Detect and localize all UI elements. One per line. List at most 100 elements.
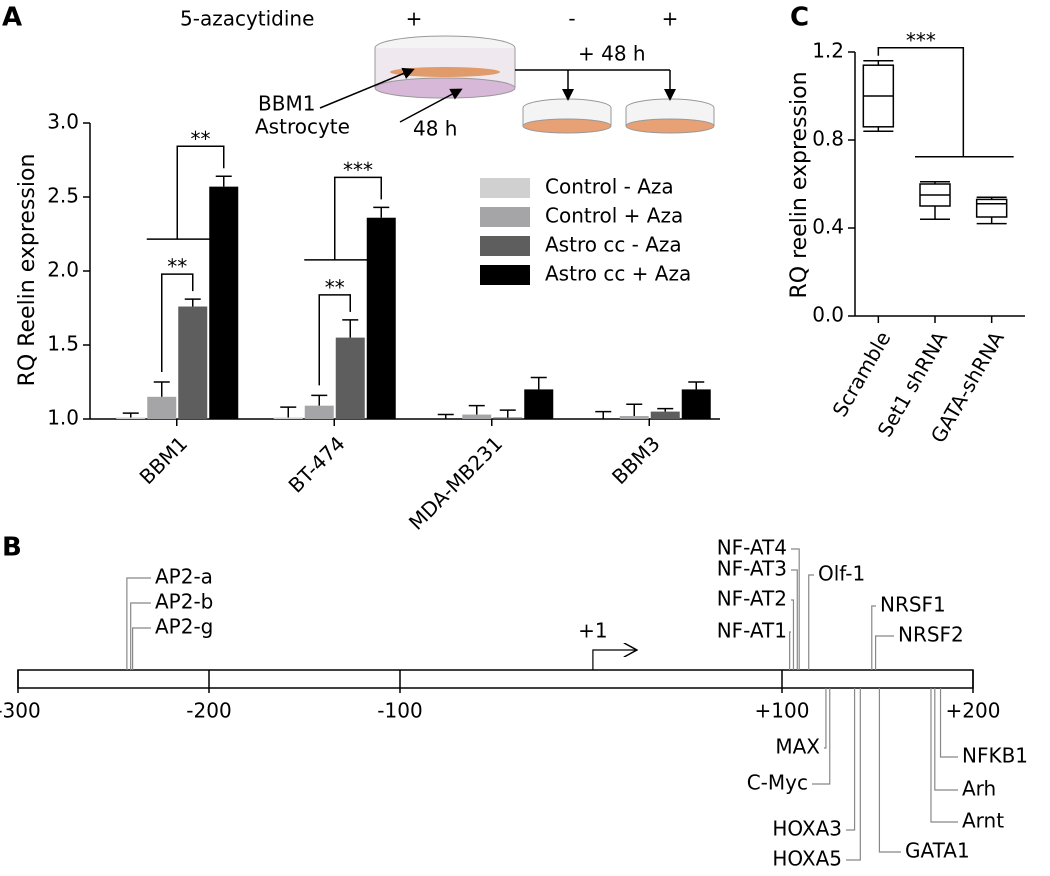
site-line [846,688,861,861]
bar [524,389,554,419]
site-line [871,605,876,670]
time-label: + 48 h [578,42,646,66]
y-tick-label: 0.8 [812,127,844,151]
significance-bracket [318,294,351,386]
site-line [808,574,814,670]
error-bar [311,394,328,406]
site-line [126,577,151,670]
y-tick-label: 1.5 [47,332,79,356]
site-line [824,688,827,749]
error-bar [437,413,454,419]
y-tick-label: 1.2 [812,39,844,63]
legend-swatch [480,265,530,285]
site-line [132,627,151,670]
tss-label: +1 [578,619,607,643]
site-label: HOXA3 [772,817,842,841]
x-tick-label: BBM1 [135,431,193,489]
site-line [791,548,800,670]
site-label: NF-AT3 [717,557,787,581]
site-label: Arnt [962,809,1004,833]
bar [619,416,649,419]
legend-label: Astro cc + Aza [545,262,691,286]
x-tick-label: -100 [377,699,422,723]
significance-bracket [176,145,225,240]
site-line [791,569,798,670]
x-tick-label: BBM3 [607,431,665,489]
bar [681,389,711,419]
site-line [878,688,901,853]
legend-swatch [480,236,530,256]
x-tick-label: -200 [186,699,231,723]
site-label: NRSF2 [898,623,964,647]
panel-label: A [2,3,22,33]
error-bar [215,175,232,187]
error-bar [688,381,705,390]
error-bar [468,404,485,415]
legend-label: Control - Aza [545,175,674,199]
error-bar [342,319,359,338]
significance-label: *** [906,28,936,52]
site-line [812,688,831,785]
x-tick-label: MDA-MB231 [404,431,507,534]
error-bar [153,381,170,397]
legend-label: Control + Aza [545,204,683,228]
legend-swatch [480,178,530,198]
site-label: MAX [775,735,820,759]
bar [650,411,680,419]
site-label: Olf-1 [818,562,865,586]
time-label: 48 h [413,117,457,141]
site-label: GATA1 [905,839,970,863]
significance-bracket [877,47,965,157]
box [975,198,1008,218]
y-tick-label: 0.4 [812,215,844,239]
x-tick-label: -300 [0,699,41,723]
schematic [319,35,715,134]
site-label: NF-AT2 [717,587,787,611]
site-label: NRSF1 [880,593,946,617]
x-tick-label: +200 [946,699,1001,723]
error-bar [626,403,643,417]
error-bar [595,410,612,419]
error-bar [499,409,516,418]
site-label: NF-AT1 [717,619,787,643]
bar [273,417,303,419]
y-tick-label: 3.0 [47,110,79,134]
site-line [930,688,958,823]
significance-bracket [161,273,194,372]
site-line [939,688,958,758]
bar [147,396,177,419]
site-line [846,688,856,831]
significance-label: ** [167,255,187,279]
error-bar [280,406,297,418]
legend-swatch [480,207,530,227]
bar [209,186,239,419]
bar [178,306,208,419]
tss-arrow [592,650,637,670]
x-tick-label: +100 [755,699,810,723]
legend-label: Astro cc - Aza [545,233,682,257]
error-bar [184,298,201,307]
bar [335,337,365,419]
y-axis-label: RQ Reelin expression [15,154,40,387]
error-bar [373,206,390,218]
site-label: C-Myc [747,771,808,795]
cell-label: Astrocyte [255,115,350,139]
condition-label: + [662,7,679,31]
site-label: NFKB1 [962,744,1028,768]
cell-label: BBM1 [258,92,315,116]
site-label: AP2-a [155,565,213,589]
y-axis-label: RQ reelin expression [787,71,812,298]
x-tick-label: BT-474 [284,431,350,497]
panel-label: B [2,533,22,563]
bar [366,217,396,419]
y-tick-label: 2.5 [47,184,79,208]
bar [116,417,146,419]
y-tick-label: 2.0 [47,258,79,282]
error-bar [122,412,139,418]
bar [493,417,523,419]
error-bar [657,407,674,412]
site-label: HOXA5 [772,847,842,871]
significance-bracket [334,176,382,260]
condition-label: + [406,7,423,31]
